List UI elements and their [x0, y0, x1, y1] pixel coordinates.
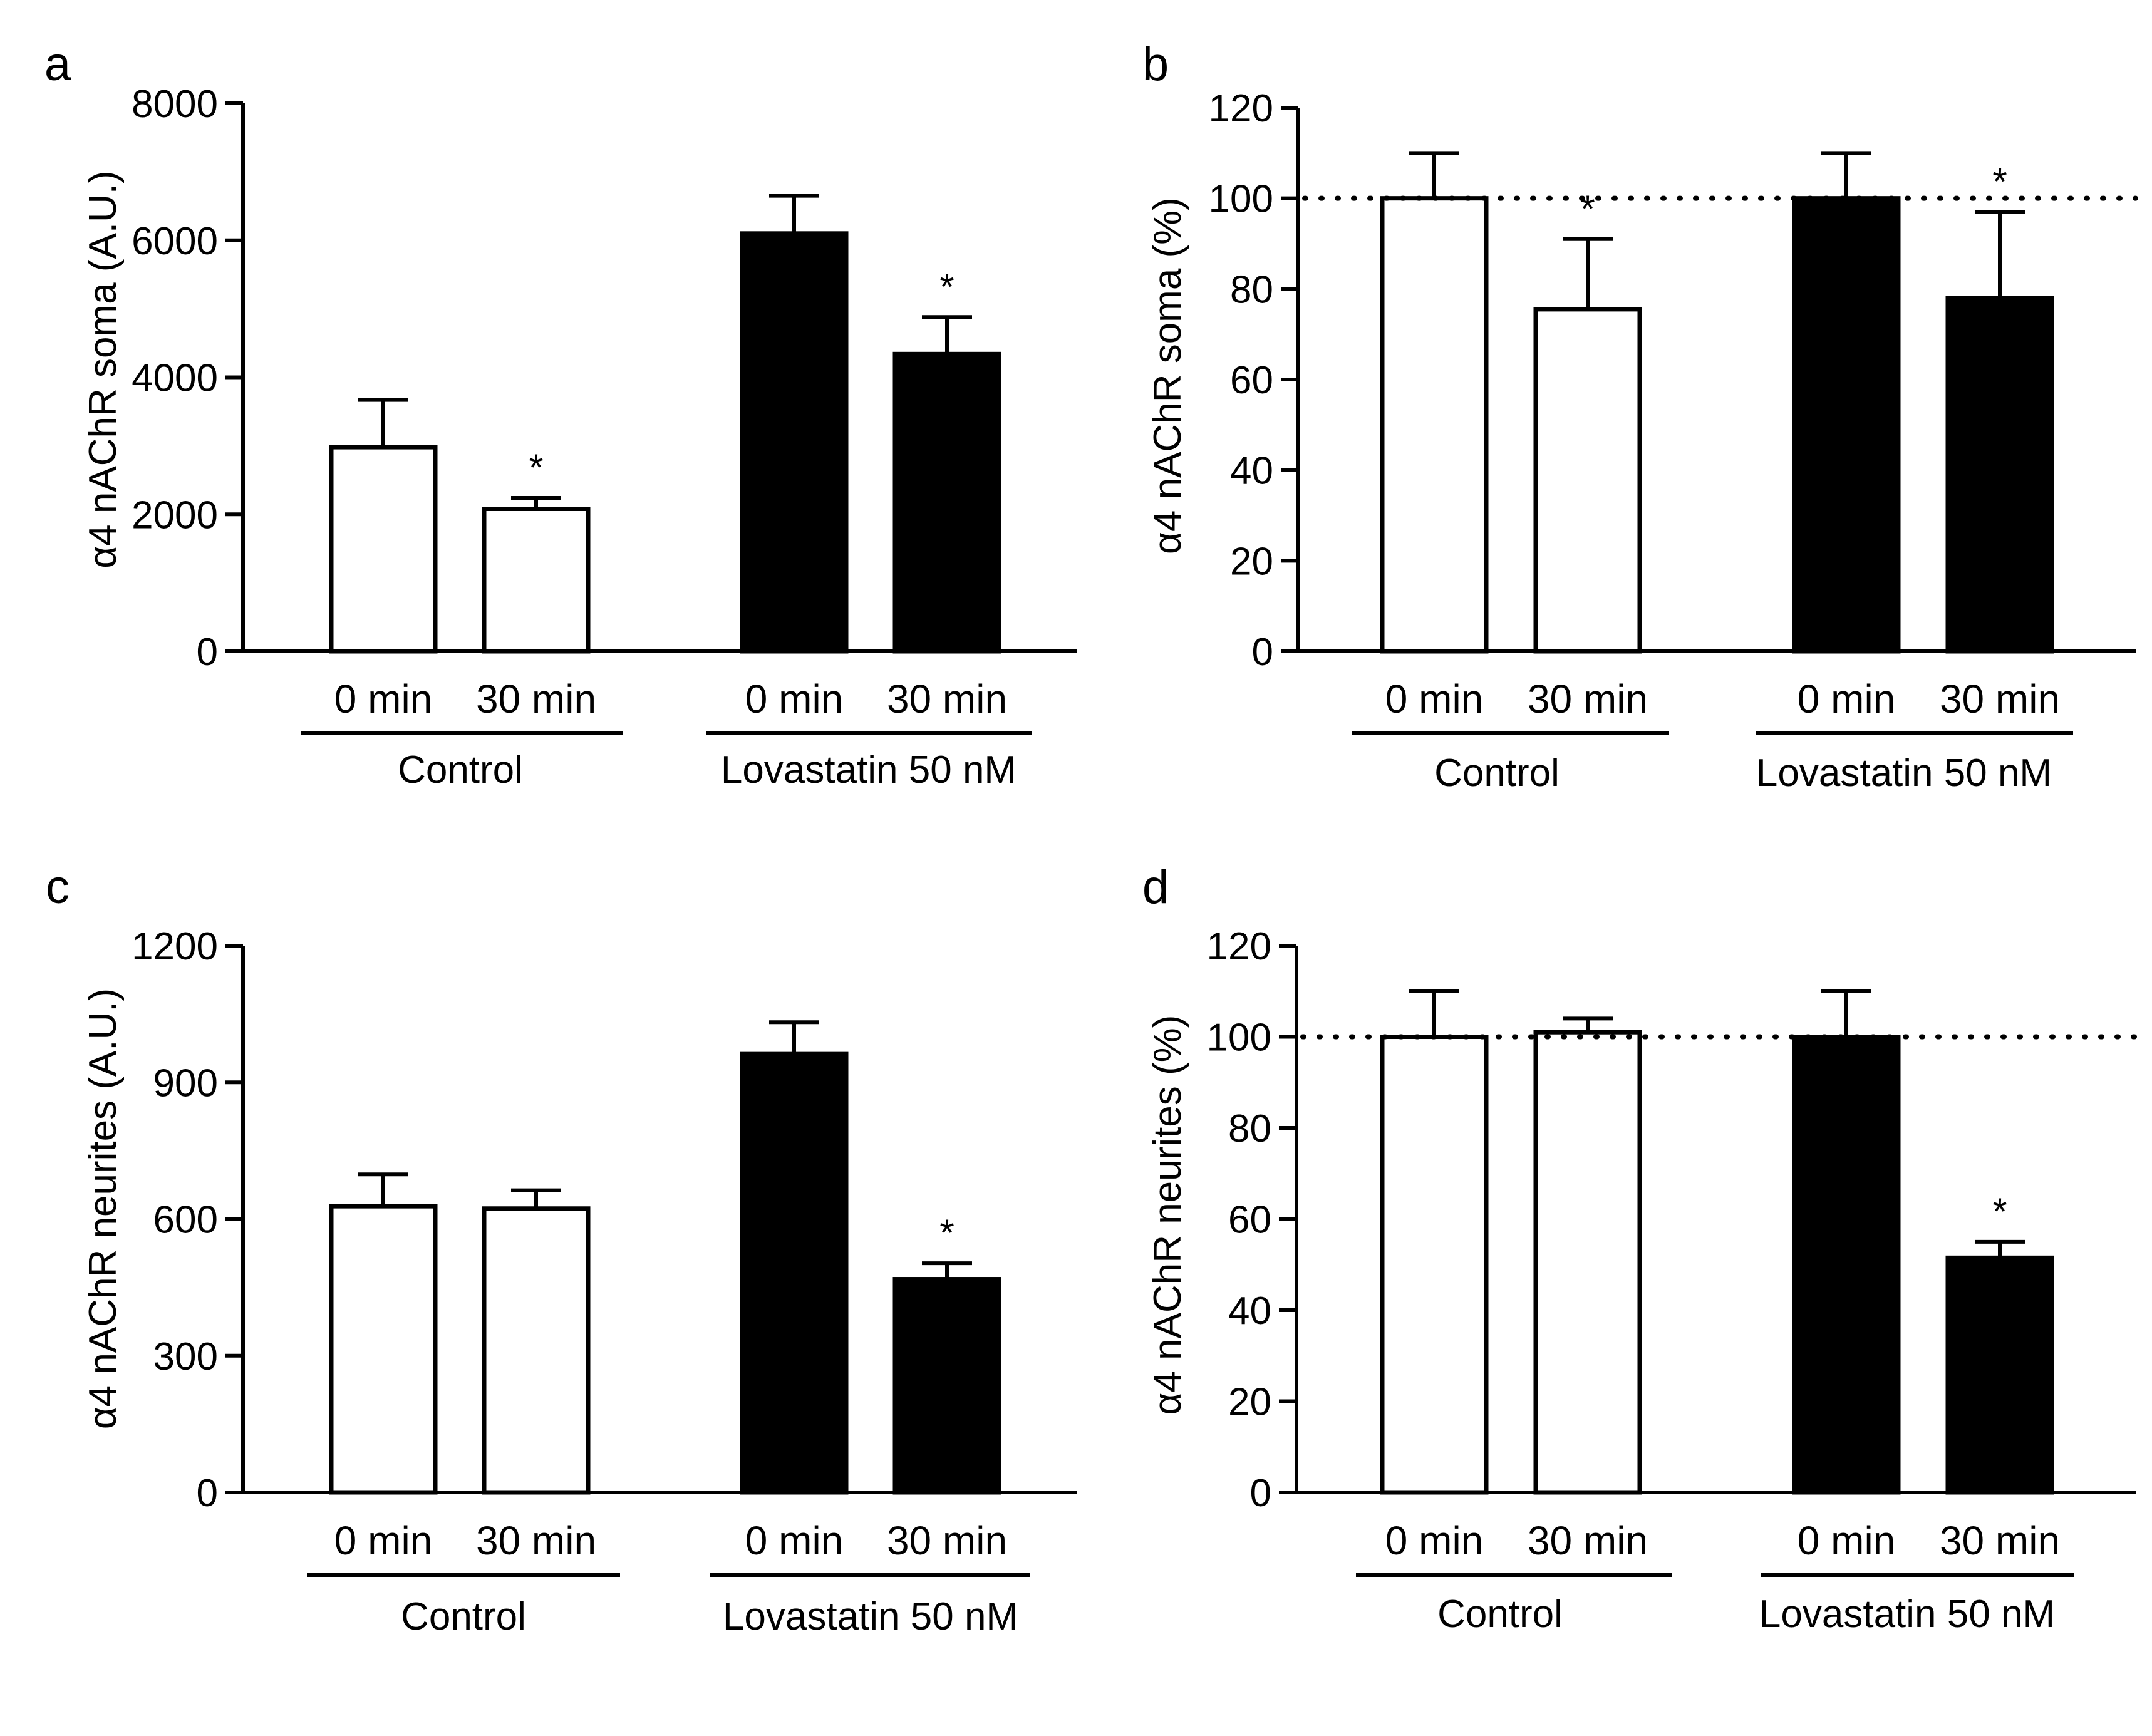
- bar: [482, 507, 591, 654]
- x-category-label: 0 min: [1385, 676, 1484, 721]
- bar: [740, 1051, 849, 1495]
- significance-star: *: [1992, 160, 2007, 202]
- y-tick-label: 600: [153, 1199, 218, 1242]
- panel-letter: a: [44, 38, 71, 91]
- bar: [1792, 1035, 1901, 1495]
- y-tick-label: 20: [1228, 1381, 1271, 1424]
- group-label: Control: [401, 1595, 526, 1638]
- y-tick-label: 2000: [132, 493, 218, 537]
- y-tick-label: 100: [1207, 1016, 1271, 1060]
- chart-panel-a: a 0 2000 4000 6000 8000 α4 nAChR soma (A.U.) 0 …: [44, 38, 1077, 792]
- chart-panel-d: d 0 20 40 60 80 100 120 α4 nAChR neurites (%) 0 m…: [1142, 860, 2138, 1636]
- bar: [1945, 296, 2054, 654]
- x-category-label: 0 min: [745, 676, 844, 721]
- x-category-label: 30 min: [1940, 1518, 2060, 1563]
- y-tick-label: 20: [1230, 540, 1273, 583]
- group-label: Lovastatin 50 nM: [721, 748, 1017, 792]
- x-category-label: 30 min: [1528, 1518, 1648, 1563]
- y-tick-label: 0: [1252, 631, 1273, 674]
- group-label: Control: [1434, 752, 1560, 795]
- y-tick-label: 120: [1207, 925, 1271, 968]
- x-category-label: 0 min: [1385, 1518, 1484, 1563]
- y-tick-label: 4000: [132, 357, 218, 400]
- bar: [1533, 1030, 1642, 1495]
- bar: [482, 1206, 591, 1495]
- y-tick-label: 1200: [132, 925, 218, 968]
- group-label: Lovastatin 50 nM: [1756, 752, 2052, 795]
- y-tick-label: 300: [153, 1335, 218, 1378]
- x-category-label: 30 min: [1940, 676, 2060, 721]
- x-category-label: 0 min: [745, 1518, 844, 1563]
- bar: [892, 351, 1001, 654]
- bar: [1945, 1255, 2054, 1495]
- chart-panel-b: b 0 20 40 60 80 100 120 α4 nAChR soma (%) 0 min * 3…: [1142, 38, 2138, 795]
- y-tick-label: 120: [1209, 87, 1273, 130]
- y-axis-label: α4 nAChR soma (A.U.): [81, 170, 125, 568]
- y-tick-label: 80: [1228, 1107, 1271, 1150]
- y-tick-label: 0: [197, 631, 218, 674]
- y-tick-label: 0: [1250, 1472, 1271, 1515]
- x-category-label: 0 min: [1798, 676, 1896, 721]
- significance-star: *: [939, 266, 954, 307]
- bar: [1792, 196, 1901, 654]
- x-category-label: 30 min: [887, 676, 1007, 721]
- panel-letter: b: [1142, 38, 1169, 91]
- bar: [892, 1277, 1001, 1495]
- panel-letter: c: [46, 860, 70, 914]
- y-tick-label: 900: [153, 1062, 218, 1105]
- group-label: Lovastatin 50 nM: [723, 1595, 1018, 1638]
- y-axis-label: α4 nAChR neurites (A.U.): [81, 988, 125, 1429]
- group-label: Lovastatin 50 nM: [1759, 1593, 2055, 1636]
- panel-letter: d: [1142, 860, 1169, 914]
- y-tick-label: 40: [1230, 450, 1273, 493]
- x-category-label: 0 min: [334, 1518, 433, 1563]
- y-axis-label: α4 nAChR neurites (%): [1146, 1015, 1189, 1415]
- x-category-label: 0 min: [1798, 1518, 1896, 1563]
- group-label: Control: [1437, 1593, 1563, 1636]
- y-tick-label: 40: [1228, 1289, 1271, 1333]
- y-tick-label: 100: [1209, 178, 1273, 221]
- bar: [1380, 196, 1489, 654]
- y-tick-label: 0: [197, 1472, 218, 1515]
- y-tick-label: 8000: [132, 83, 218, 126]
- x-category-label: 30 min: [1528, 676, 1648, 721]
- bar: [329, 1204, 438, 1495]
- x-category-label: 30 min: [476, 676, 596, 721]
- y-tick-label: 60: [1230, 359, 1273, 402]
- group-label: Control: [398, 748, 523, 792]
- y-tick-label: 80: [1230, 268, 1273, 311]
- x-category-label: 30 min: [887, 1518, 1007, 1563]
- x-category-label: 30 min: [476, 1518, 596, 1563]
- bar: [1380, 1035, 1489, 1495]
- significance-star: *: [1580, 188, 1595, 230]
- y-tick-label: 6000: [132, 220, 218, 263]
- bar: [329, 445, 438, 654]
- significance-star: *: [1992, 1191, 2007, 1232]
- bar: [740, 231, 849, 654]
- y-axis-label: α4 nAChR soma (%): [1146, 197, 1189, 554]
- significance-star: *: [939, 1212, 954, 1254]
- bar: [1533, 307, 1642, 654]
- significance-star: *: [529, 447, 543, 488]
- y-tick-label: 60: [1228, 1199, 1271, 1242]
- x-category-label: 0 min: [334, 676, 433, 721]
